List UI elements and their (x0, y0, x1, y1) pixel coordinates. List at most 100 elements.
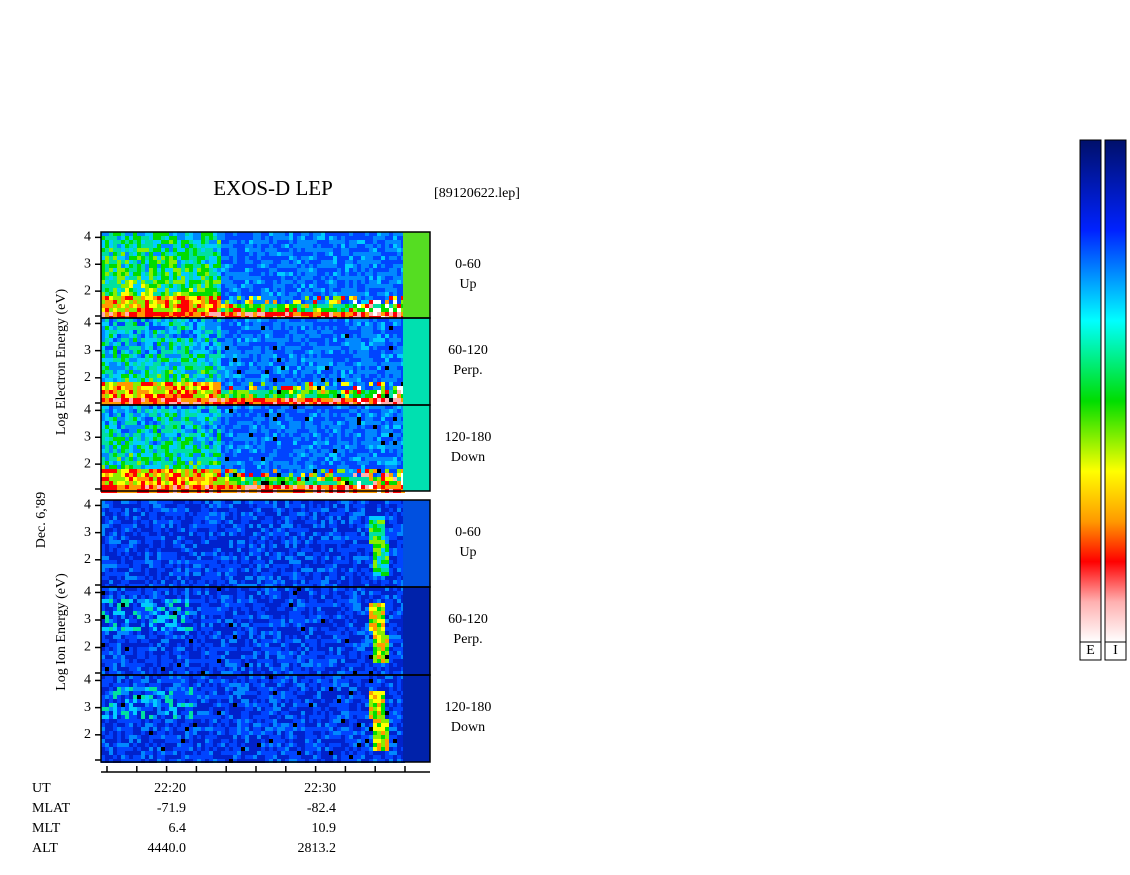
spectrogram-cells (101, 500, 405, 588)
axes: 2 3 4 0-60 Up 2 3 4 60-120 Perp. 2 3 4 120-180 Down 2 3 4… (32, 139, 1127, 856)
spectrogram-cells (101, 318, 405, 390)
spectrogram-cells (353, 300, 401, 320)
spectrogram-cells (101, 232, 405, 312)
panel-sublabel: Down (451, 720, 485, 735)
end-strip (403, 675, 430, 762)
y-tick-label: 2 (84, 640, 91, 655)
spectrogram-cells (101, 382, 385, 398)
y-tick-label: 2 (84, 283, 91, 298)
spectrogram-cells (369, 603, 385, 655)
y-tick-label: 2 (84, 727, 91, 742)
spectrogram-cells (105, 296, 405, 320)
colorbar-label-box (1104, 641, 1127, 661)
y-tick-label: 3 (84, 612, 91, 627)
y-tick-label: 4 (84, 498, 91, 513)
orbit-row-label: MLAT (32, 801, 71, 816)
spectrogram-cells (101, 453, 401, 485)
spectrogram-cells (105, 413, 397, 485)
spectrogram-cells (225, 326, 405, 406)
spectrogram-cells (101, 232, 405, 304)
colorbar (1079, 139, 1102, 643)
spectrogram-cells (101, 687, 189, 719)
end-strip (403, 587, 430, 675)
spectrogram-cells (105, 370, 397, 398)
end-strip (403, 405, 430, 491)
panel-frame (100, 404, 431, 492)
y-tick-label: 4 (84, 673, 91, 688)
ion-axis-label: Log Ion Energy (eV) (54, 573, 69, 691)
spectrogram-cells (145, 473, 397, 493)
colorbar-label: E (1086, 643, 1095, 658)
spectrogram-cells (101, 405, 405, 477)
colorbar-label-box (1079, 641, 1102, 661)
panel-label: 60-120 (448, 343, 488, 358)
panel-sublabel: Up (459, 545, 476, 560)
panel-label: 120-180 (445, 700, 492, 715)
orbit-value: 2813.2 (298, 841, 337, 856)
panel-frame (100, 674, 431, 763)
orbit-row-label: ALT (32, 841, 58, 856)
y-tick-label: 3 (84, 700, 91, 715)
y-tick-label: 3 (84, 343, 91, 358)
panel-sublabel: Down (451, 450, 485, 465)
panel-label: 60-120 (448, 612, 488, 627)
spectrogram-cells (357, 386, 405, 406)
spectrogram-cells (369, 607, 389, 663)
spectrogram-cells (101, 675, 405, 763)
y-tick-label: 3 (84, 525, 91, 540)
spectrogram-cells (101, 675, 405, 763)
orbit-value: 22:20 (154, 781, 186, 796)
spectrogram-cells (101, 304, 401, 320)
spectrogram-cells (101, 382, 405, 406)
spectrograms (101, 232, 430, 763)
orbit-row-label: MLT (32, 821, 61, 836)
spectrogram-cells (105, 405, 405, 477)
panel-label: 120-180 (445, 430, 492, 445)
title: EXOS-D LEP (213, 176, 333, 200)
spectrogram-cells (101, 599, 193, 631)
end-strip (403, 232, 430, 318)
file-name: [89120622.lep] (434, 186, 520, 201)
orbit-value: 4440.0 (148, 841, 187, 856)
orbit-value: -82.4 (307, 801, 336, 816)
spectrogram-cells (101, 405, 405, 473)
spectrogram-cells (101, 382, 397, 406)
y-tick-label: 4 (84, 585, 91, 600)
spectrogram-cells (369, 691, 389, 751)
colorbar (1104, 139, 1127, 643)
orbit-value: 6.4 (169, 821, 187, 836)
y-tick-label: 3 (84, 256, 91, 271)
y-tick-label: 4 (84, 403, 91, 418)
spectrogram-cells (369, 699, 389, 747)
y-tick-label: 4 (84, 316, 91, 331)
y-tick-label: 3 (84, 429, 91, 444)
spectrogram-cells (101, 599, 189, 631)
orbit-value: 10.9 (312, 821, 337, 836)
date-label: Dec. 6,'89 (34, 492, 49, 549)
spectrogram-cells (369, 603, 389, 663)
spectrogram-cells (105, 318, 405, 390)
spectrogram-cells (101, 322, 405, 398)
y-tick-label: 2 (84, 552, 91, 567)
orbit-value: -71.9 (157, 801, 186, 816)
colorbar-label: I (1113, 643, 1118, 658)
panel-label: 0-60 (455, 525, 481, 540)
panel-label: 0-60 (455, 257, 481, 272)
orbit-value: 22:30 (304, 781, 336, 796)
orbit-row-label: UT (32, 781, 51, 796)
end-strip (403, 318, 430, 405)
spectrogram-cells (357, 473, 405, 493)
spectrogram-cells (113, 390, 405, 406)
spectrogram-cells (369, 520, 389, 572)
spectrogram-cells (121, 675, 397, 763)
panel-sublabel: Up (459, 277, 476, 292)
y-tick-label: 2 (84, 456, 91, 471)
y-tick-label: 4 (84, 230, 91, 245)
y-tick-label: 2 (84, 370, 91, 385)
spectrogram-cells (101, 687, 193, 719)
end-strip (403, 500, 430, 587)
spectrogram-cells (101, 500, 405, 588)
electron-axis-label: Log Electron Energy (eV) (54, 289, 69, 436)
